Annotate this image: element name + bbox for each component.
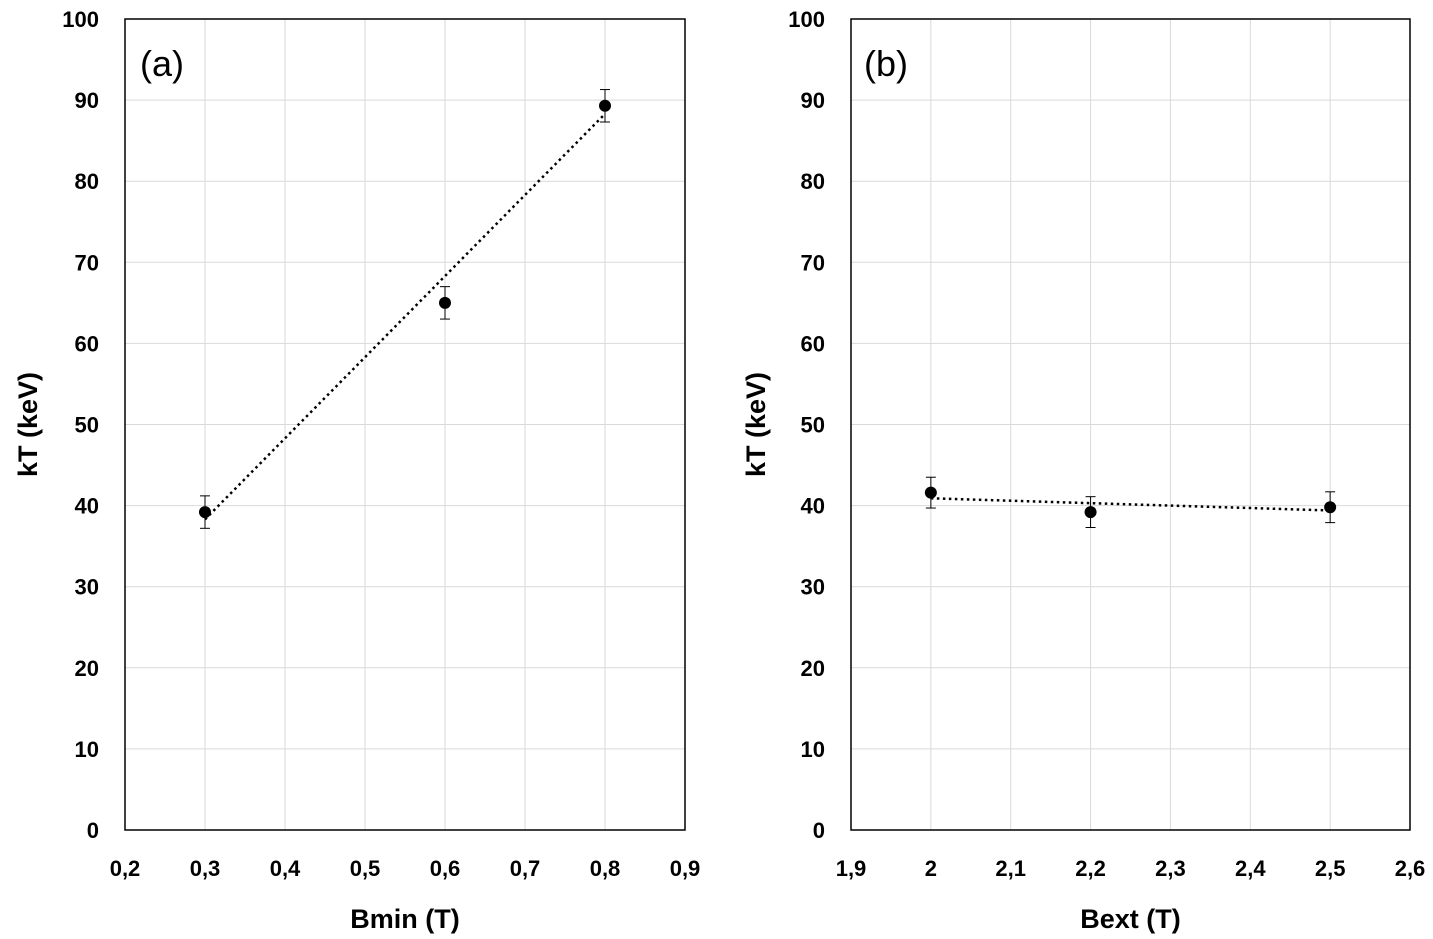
- data-point: [1084, 506, 1097, 519]
- y-tick-label: 50: [75, 413, 99, 438]
- y-tick-label: 40: [801, 494, 825, 519]
- y-tick-label: 30: [801, 575, 825, 600]
- x-axis-title: Bext (T): [1080, 904, 1181, 934]
- x-tick-label: 2: [925, 856, 937, 881]
- panel-label: (a): [140, 43, 184, 84]
- y-tick-label: 100: [788, 7, 825, 32]
- x-tick-label: 2,2: [1075, 856, 1106, 881]
- y-tick-label: 30: [75, 575, 99, 600]
- y-tick-label: 0: [87, 818, 99, 843]
- x-tick-label: 1,9: [836, 856, 867, 881]
- y-tick-label: 40: [75, 494, 99, 519]
- panel-a: 0 10 20 30 40 50 60 70 80 90 100 0,2 0,3 0,4 0,5 0,6 0,7…: [13, 7, 700, 934]
- y-tick-label: 20: [75, 656, 99, 681]
- x-tick-label: 0,5: [350, 856, 381, 881]
- trendline: [204, 113, 606, 521]
- data-point: [1324, 501, 1337, 514]
- y-tick-label: 100: [62, 7, 99, 32]
- y-tick-label: 90: [801, 88, 825, 113]
- y-tick-label: 90: [75, 88, 99, 113]
- y-axis-title: kT (keV): [13, 372, 43, 477]
- x-tick-label: 0,3: [190, 856, 221, 881]
- data-point: [439, 296, 451, 309]
- x-tick-label: 0,4: [270, 856, 301, 881]
- y-tick-label: 60: [75, 331, 99, 356]
- x-tick-label: 0,7: [510, 856, 541, 881]
- data-point: [199, 506, 211, 519]
- plot-frame: [850, 18, 1411, 831]
- x-tick-label: 2,6: [1395, 856, 1426, 881]
- y-tick-label: 60: [801, 331, 825, 356]
- panel-label: (b): [864, 43, 908, 84]
- y-axis-title: kT (keV): [741, 372, 771, 477]
- y-tick-label: 50: [801, 413, 825, 438]
- x-tick-label: 2,3: [1155, 856, 1186, 881]
- y-tick-label: 20: [801, 656, 825, 681]
- x-tick-label: 2,4: [1235, 856, 1266, 881]
- x-tick-label: 2,1: [995, 856, 1026, 881]
- x-axis-title: Bmin (T): [350, 904, 459, 934]
- x-tick-label: 0,9: [670, 856, 701, 881]
- x-tick-label: 0,8: [590, 856, 621, 881]
- x-tick-label: 2,5: [1315, 856, 1346, 881]
- y-tick-label: 10: [75, 737, 99, 762]
- data-point: [924, 486, 937, 499]
- panel-b: 0 10 20 30 40 50 60 70 80 90 100 1,9 2 2,1 2,2 2,3 2,4 2,…: [741, 7, 1425, 934]
- x-tick-label: 0,6: [430, 856, 461, 881]
- y-tick-label: 80: [75, 169, 99, 194]
- x-tick-label: 0,2: [110, 856, 141, 881]
- y-tick-label: 80: [801, 169, 825, 194]
- data-point: [599, 99, 611, 112]
- trendline: [930, 497, 1331, 512]
- plot-frame: [124, 18, 686, 831]
- y-tick-label: 0: [813, 818, 825, 843]
- y-tick-label: 70: [75, 250, 99, 275]
- y-tick-label: 10: [801, 737, 825, 762]
- y-tick-label: 70: [801, 250, 825, 275]
